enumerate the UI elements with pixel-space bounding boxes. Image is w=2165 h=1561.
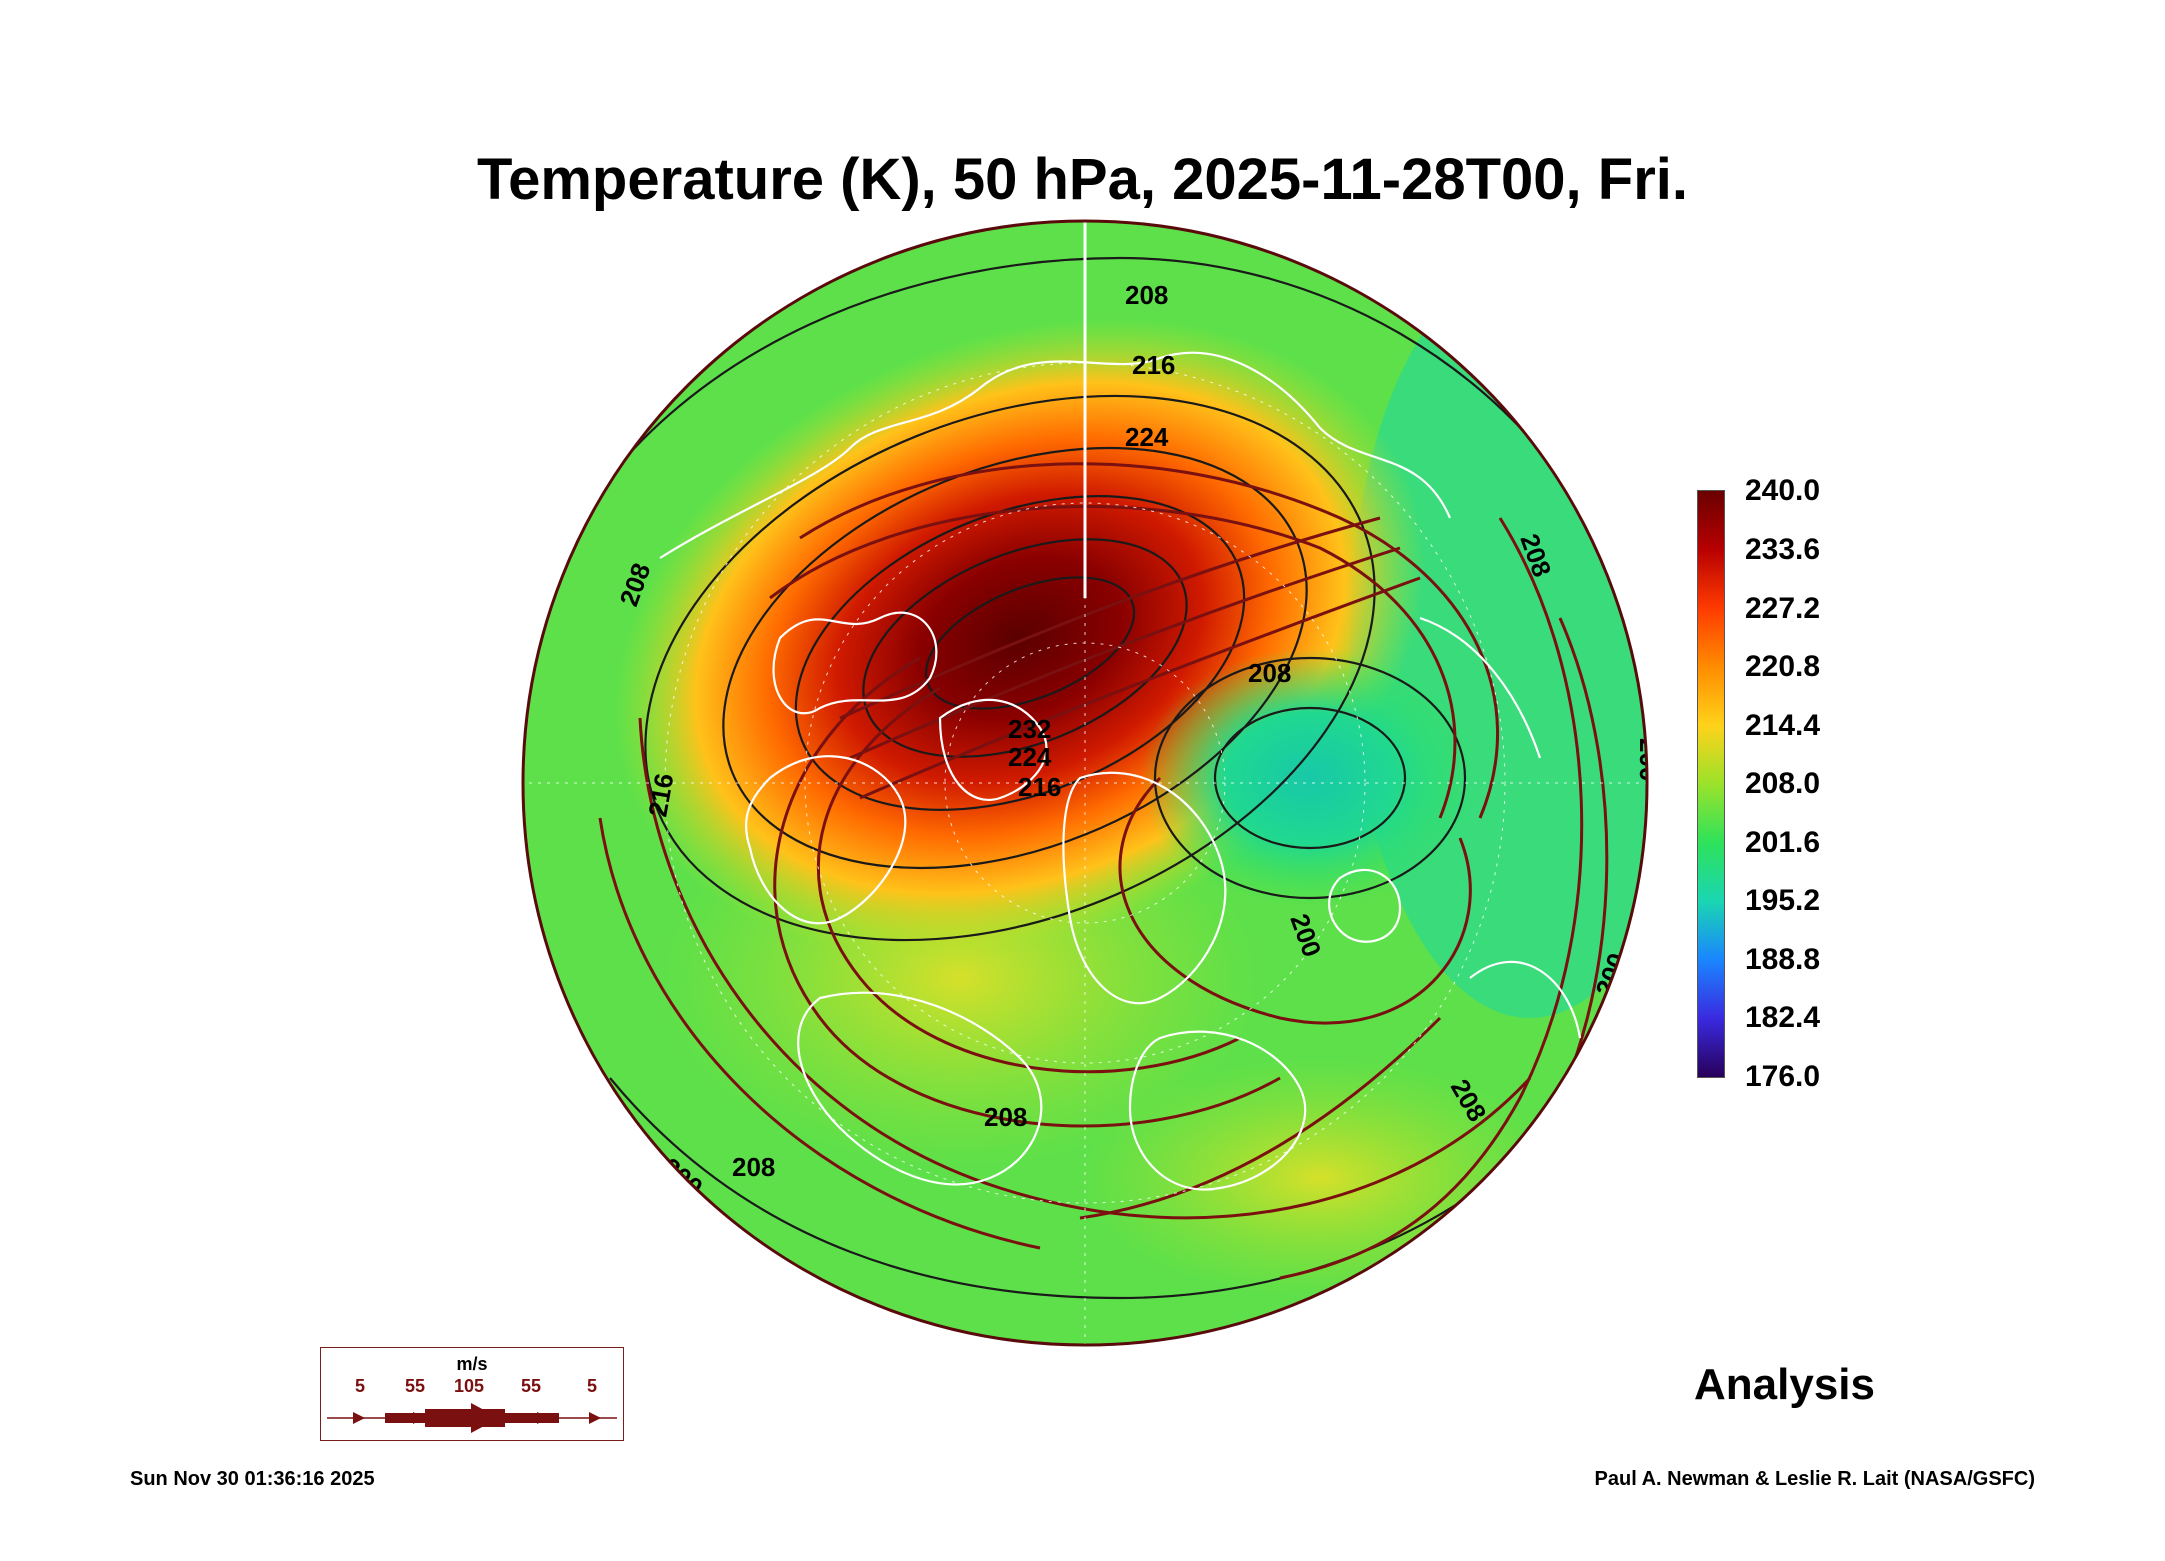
contour-label: 208 — [984, 1102, 1027, 1132]
contour-label: 208 — [1125, 280, 1168, 310]
colorbar-tick-label: 240.0 — [1745, 474, 1821, 507]
colorbar-tick-label: 208.0 — [1745, 767, 1821, 800]
credit-line: Paul A. Newman & Leslie R. Lait (NASA/GS… — [1594, 1468, 2035, 1490]
colorbar-tick-label: 233.6 — [1745, 533, 1821, 566]
colorbar-tick-label: 214.4 — [1745, 709, 1821, 742]
contour-label: 232 — [1008, 714, 1051, 744]
timestamp: Sun Nov 30 01:36:16 2025 — [130, 1468, 375, 1490]
contour-label: 216 — [1018, 772, 1061, 802]
contour-label: 208 — [1248, 658, 1291, 688]
colorbar-tick-label: 220.8 — [1745, 650, 1821, 683]
polar-temperature-map: 208 216 224 232 224 216 208 216 208 208 … — [521, 219, 1650, 1347]
wind-streamlines — [598, 462, 1609, 1280]
wind-legend-speed: 55 — [521, 1376, 542, 1396]
colorbar-tick-label: 182.4 — [1745, 1001, 1821, 1034]
contour-label: 224 — [1125, 422, 1169, 452]
wind-speed-legend: m/s 5 55 105 55 5 — [320, 1347, 624, 1441]
colorbar-tick-label: 195.2 — [1745, 884, 1821, 917]
coastlines — [659, 351, 1582, 1191]
analysis-label: Analysis — [1694, 1360, 1875, 1409]
temperature-contours — [559, 256, 1601, 1300]
wind-legend-arrow — [327, 1403, 617, 1433]
graticule — [523, 221, 1647, 1345]
contour-label: 208 — [732, 1152, 775, 1182]
wind-legend-speed: 55 — [405, 1376, 426, 1396]
contour-label: 216 — [1132, 350, 1175, 380]
contour-label: 224 — [1008, 742, 1052, 772]
wind-legend-speed: 5 — [355, 1376, 366, 1396]
contour-label: 200 — [1634, 738, 1650, 781]
contour-label: 216 — [642, 771, 679, 819]
colorbar-tick-label: 201.6 — [1745, 826, 1821, 859]
colorbar-tick-label: 188.8 — [1745, 943, 1821, 976]
colorbar — [1697, 490, 1725, 1078]
cold-core-region — [1140, 648, 1480, 908]
colorbar-tick-label: 227.2 — [1745, 592, 1821, 625]
yellow-patch-southeast — [1080, 1058, 1560, 1298]
colorbar-tick-label: 176.0 — [1745, 1060, 1821, 1093]
wind-legend-speed: 5 — [587, 1376, 598, 1396]
wind-legend-speed: 105 — [454, 1376, 485, 1396]
wind-legend-units: m/s — [456, 1354, 488, 1374]
map-title: Temperature (K), 50 hPa, 2025-11-28T00, … — [476, 147, 1688, 212]
map-disk-outline — [521, 219, 1649, 1347]
